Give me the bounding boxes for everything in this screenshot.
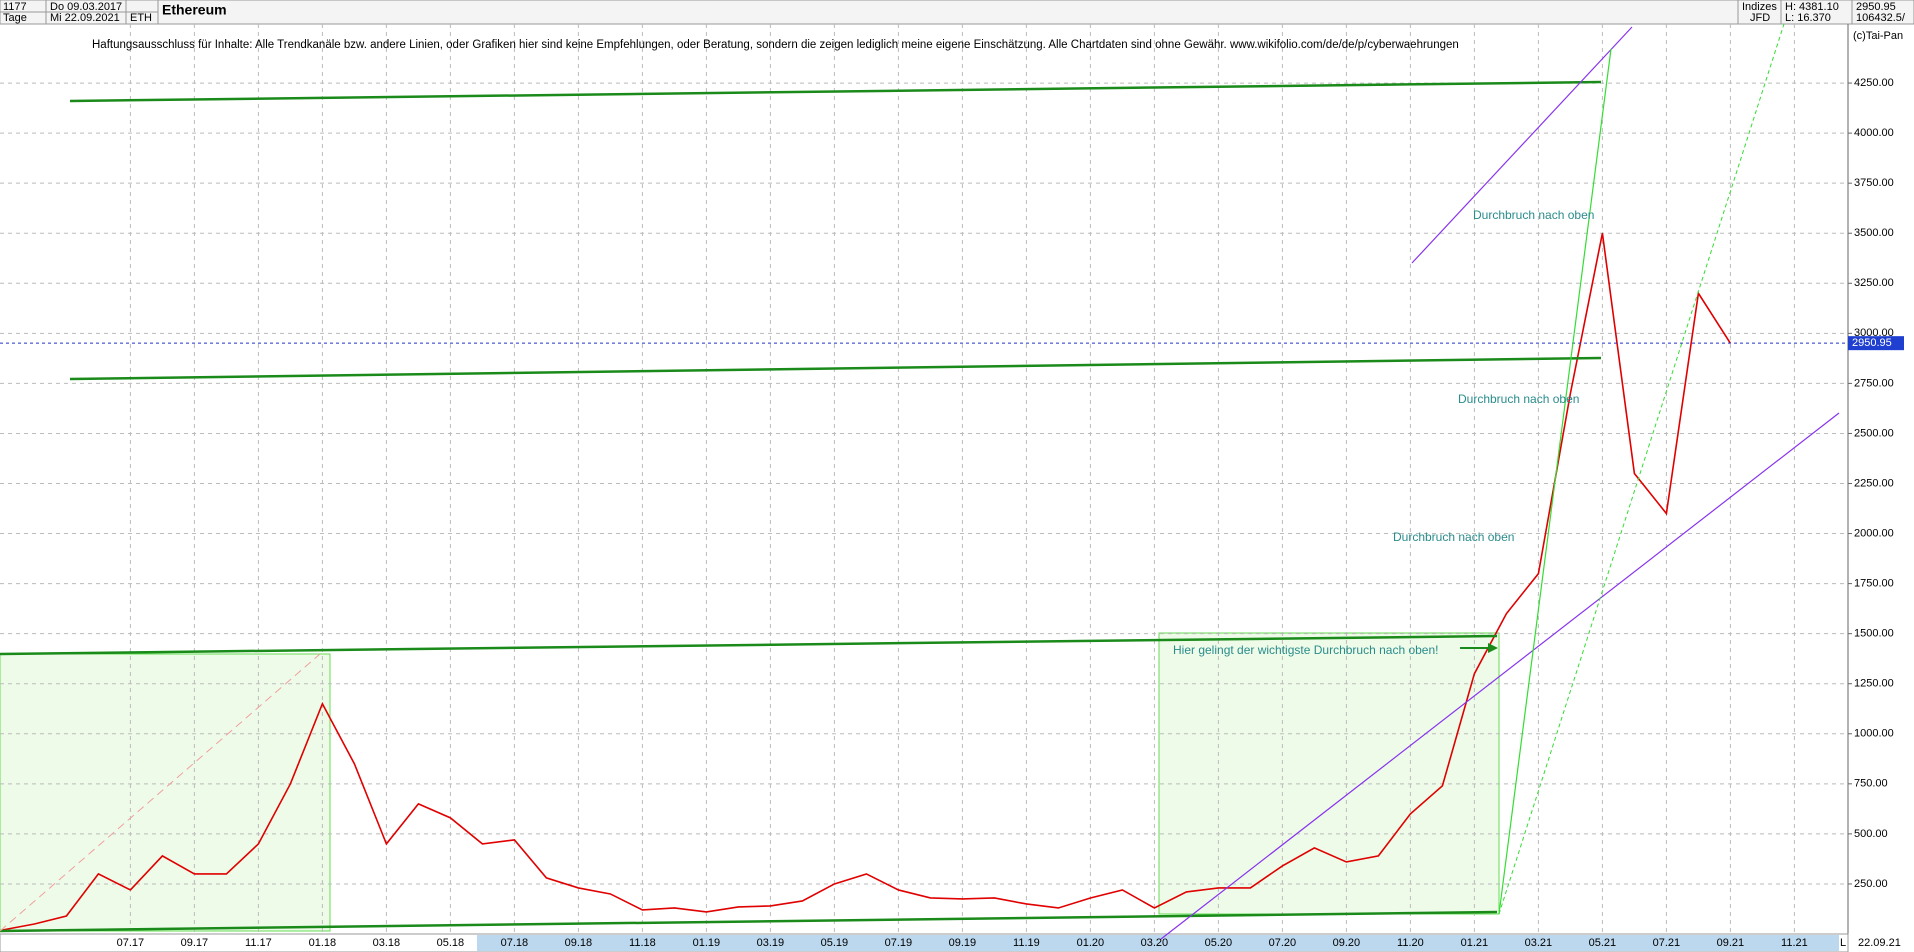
annotation: Hier gelingt der wichtigste Durchbruch n… bbox=[1173, 643, 1438, 657]
arrow-head bbox=[1488, 643, 1498, 653]
y-tick-label: 750.00 bbox=[1854, 778, 1888, 790]
x-tick-label: 03.19 bbox=[757, 937, 785, 949]
x-tick-label: 09.19 bbox=[949, 937, 977, 949]
x-tick-label: 09.20 bbox=[1333, 937, 1361, 949]
zone bbox=[1158, 632, 1500, 915]
copyright: (c)Tai-Pan bbox=[1853, 30, 1903, 42]
x-tick-label: 01.20 bbox=[1077, 937, 1105, 949]
y-tick-label: 1000.00 bbox=[1854, 728, 1894, 740]
x-tick-label: 05.20 bbox=[1205, 937, 1233, 949]
disclaimer: Haftungsausschluss für Inhalte: Alle Tre… bbox=[92, 39, 1459, 51]
header-start: Do 09.03.2017 bbox=[50, 1, 122, 13]
x-tick-label: 03.20 bbox=[1141, 937, 1169, 949]
x-tick-label: 09.17 bbox=[181, 937, 209, 949]
header-last: 2950.95 bbox=[1856, 1, 1896, 13]
header-count[interactable]: 1177 bbox=[3, 1, 27, 13]
zone bbox=[0, 653, 331, 932]
y-tick-label: 1500.00 bbox=[1854, 628, 1894, 640]
header-symbol: ETH bbox=[130, 12, 152, 24]
x-tick-label: 11.20 bbox=[1397, 937, 1424, 949]
trend-line bbox=[69, 356, 1602, 381]
x-tick-label: 01.19 bbox=[693, 937, 721, 949]
x-tick-label: 11.17 bbox=[245, 937, 272, 949]
y-tick-label: 3250.00 bbox=[1854, 277, 1894, 289]
y-tick-label: 2250.00 bbox=[1854, 477, 1894, 489]
x-tick-label: 11.21 bbox=[1781, 937, 1808, 949]
trend-line bbox=[1411, 26, 1633, 264]
y-tick-label: 2750.00 bbox=[1854, 377, 1894, 389]
header-volume: 106432.5/ bbox=[1856, 12, 1906, 24]
x-tick-label: 03.21 bbox=[1525, 937, 1553, 949]
y-tick-label: 1750.00 bbox=[1854, 578, 1894, 590]
header-period[interactable]: Tage bbox=[3, 12, 27, 24]
trend-line bbox=[1498, 23, 1785, 915]
header-end: Mi 22.09.2021 bbox=[50, 12, 120, 24]
x-tick-label: 11.18 bbox=[629, 937, 656, 949]
header-high: H: 4381.10 bbox=[1785, 1, 1839, 13]
annotation: Durchbruch nach oben bbox=[1458, 392, 1579, 406]
y-tick-label: 250.00 bbox=[1854, 878, 1888, 890]
x-tick-label: 11.19 bbox=[1013, 937, 1040, 949]
x-tick-label: 09.21 bbox=[1717, 937, 1745, 949]
x-tick-label: 05.21 bbox=[1589, 937, 1617, 949]
y-tick-label: 500.00 bbox=[1854, 828, 1888, 840]
header-low: L: 16.370 bbox=[1785, 12, 1831, 24]
trend-line bbox=[1160, 412, 1840, 940]
x-tick-label: 09.18 bbox=[565, 937, 593, 949]
y-tick-label: 2000.00 bbox=[1854, 527, 1894, 539]
x-tick-label: 01.18 bbox=[309, 937, 337, 949]
header-group: Indizes bbox=[1742, 1, 1777, 13]
y-tick-label: 2500.00 bbox=[1854, 427, 1894, 439]
axis-scale: L bbox=[1840, 937, 1846, 949]
last-price-box bbox=[1848, 336, 1904, 351]
trend-line bbox=[1498, 48, 1612, 915]
last-price-label: 2950.95 bbox=[1852, 337, 1892, 349]
x-tick-label: 07.21 bbox=[1653, 937, 1681, 949]
annotation: Durchbruch nach oben bbox=[1393, 530, 1514, 544]
trend-line bbox=[0, 653, 321, 932]
axis-date: 22.09.21 bbox=[1858, 937, 1901, 949]
header-source: JFD bbox=[1750, 12, 1770, 24]
x-tick-label: 07.19 bbox=[885, 937, 913, 949]
x-tick-label: 03.18 bbox=[373, 937, 401, 949]
x-axis-highlight bbox=[477, 935, 1839, 951]
x-tick-label: 07.17 bbox=[117, 937, 145, 949]
trend-line bbox=[0, 634, 1498, 656]
annotation: Durchbruch nach oben bbox=[1473, 208, 1594, 222]
trend-line bbox=[0, 910, 1498, 933]
chart-title: Ethereum bbox=[162, 2, 227, 18]
x-tick-label: 05.18 bbox=[437, 937, 465, 949]
x-tick-label: 01.21 bbox=[1461, 937, 1489, 949]
y-tick-label: 3500.00 bbox=[1854, 227, 1894, 239]
y-tick-label: 1250.00 bbox=[1854, 678, 1894, 690]
y-tick-label: 4250.00 bbox=[1854, 77, 1894, 89]
trend-line bbox=[69, 80, 1602, 103]
price-line bbox=[2, 233, 1732, 931]
y-tick-label: 3750.00 bbox=[1854, 177, 1894, 189]
x-tick-label: 05.19 bbox=[821, 937, 849, 949]
x-tick-label: 07.18 bbox=[501, 937, 529, 949]
y-tick-label: 4000.00 bbox=[1854, 127, 1894, 139]
header-bar bbox=[0, 0, 1914, 25]
x-tick-label: 07.20 bbox=[1269, 937, 1297, 949]
